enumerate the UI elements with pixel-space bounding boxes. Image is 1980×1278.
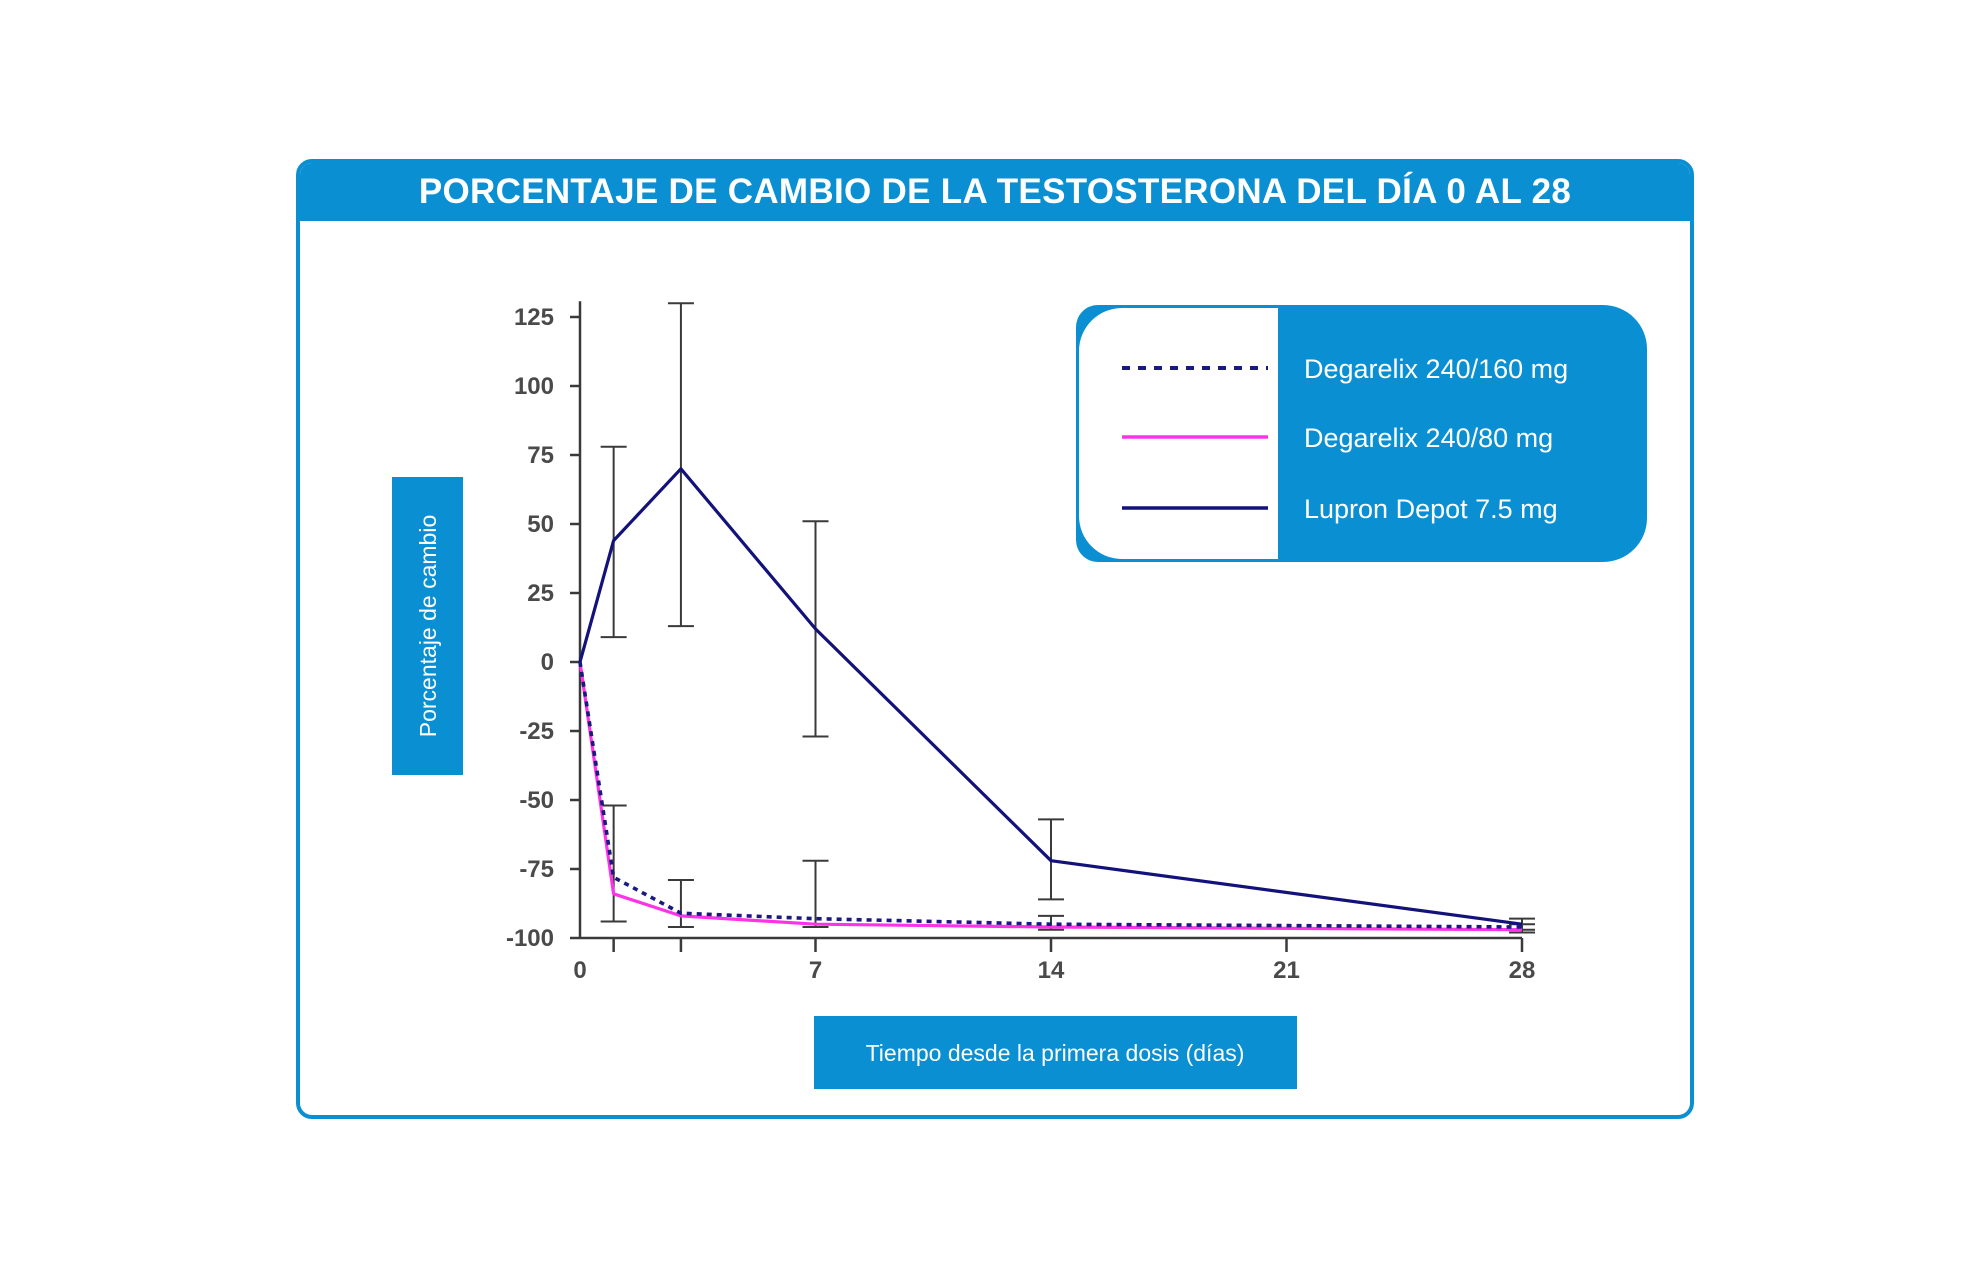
x-tick-label: 0 [573, 957, 586, 984]
error-bar [1509, 917, 1535, 934]
legend-item: Degarelix 240/160 mg [1122, 354, 1568, 384]
legend-item: Degarelix 240/80 mg [1122, 423, 1553, 453]
error-bar [667, 302, 694, 628]
error-bar [600, 804, 627, 923]
legend-label: Lupron Depot 7.5 mg [1304, 494, 1558, 524]
legend-item: Lupron Depot 7.5 mg [1122, 494, 1558, 524]
y-tick-label: 125 [514, 304, 554, 331]
series-line [578, 467, 1523, 926]
y-axis-label: Porcentaje de cambio [415, 515, 441, 737]
legend-swatch-area [1079, 308, 1278, 559]
series-line [578, 661, 1523, 932]
y-tick-label: 75 [527, 442, 554, 469]
axes: 125 100 75 50 25 0 -25 -50 -75 -100 0 7 14 21 28 [506, 301, 1535, 984]
y-axis-label-box: Porcentaje de cambio [392, 477, 463, 775]
legend-label: Degarelix 240/80 mg [1304, 423, 1553, 453]
error-bar [802, 859, 829, 928]
x-tick-label: 21 [1273, 957, 1300, 984]
x-tick-label: 14 [1038, 957, 1065, 984]
chart-panel: PORCENTAJE DE CAMBIO DE LA TESTOSTERONA … [296, 159, 1694, 1119]
chart-title: PORCENTAJE DE CAMBIO DE LA TESTOSTERONA … [300, 163, 1690, 221]
y-tick-label: 100 [514, 373, 554, 400]
y-tick-label: 0 [541, 649, 554, 676]
x-axis-label-box: Tiempo desde la primera dosis (días) [814, 1016, 1297, 1089]
x-tick-label: 7 [809, 957, 822, 984]
series-lines [578, 467, 1523, 932]
series-line [578, 661, 1523, 929]
legend-label: Degarelix 240/160 mg [1304, 354, 1568, 384]
legend: Degarelix 240/160 mg Degarelix 240/80 mg L… [1076, 305, 1647, 562]
y-tick-label: 50 [527, 511, 554, 538]
x-axis-label: Tiempo desde la primera dosis (días) [866, 1040, 1245, 1066]
x-tick-label: 28 [1509, 957, 1536, 984]
error-bar [667, 879, 694, 928]
y-tick-label: -75 [519, 856, 554, 883]
y-tick-label: -50 [519, 787, 554, 814]
y-tick-label: -100 [506, 925, 554, 952]
y-tick-label: -25 [519, 718, 554, 745]
error-bars [600, 302, 1535, 934]
y-tick-label: 25 [527, 580, 554, 607]
